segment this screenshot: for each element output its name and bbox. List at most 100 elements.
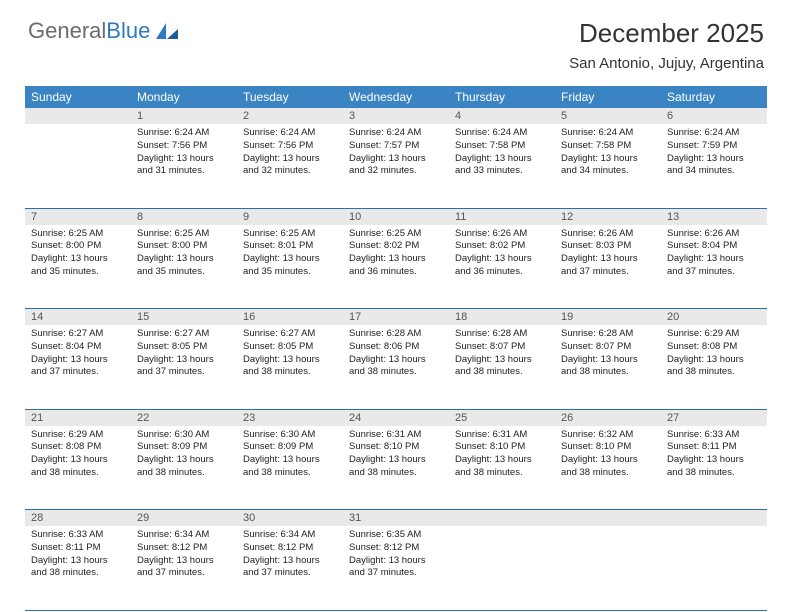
day-number-cell: 9 [237,208,343,225]
day-number-cell: 12 [555,208,661,225]
sunrise-line: Sunrise: 6:35 AM [349,529,443,542]
daylight-line: Daylight: 13 hours and 37 minutes. [667,253,761,279]
logo: GeneralBlue [28,18,180,44]
sunset-line: Sunset: 7:57 PM [349,140,443,153]
day-number-cell: 7 [25,208,131,225]
daylight-line: Daylight: 13 hours and 37 minutes. [31,354,125,380]
day-number-cell: 8 [131,208,237,225]
daylight-line: Daylight: 13 hours and 38 minutes. [137,454,231,480]
header: GeneralBlue December 2025 San Antonio, J… [0,0,792,78]
sunset-line: Sunset: 8:10 PM [561,441,655,454]
sunrise-line: Sunrise: 6:33 AM [667,429,761,442]
day-number-row: 123456 [25,108,767,124]
sunrise-line: Sunrise: 6:24 AM [667,127,761,140]
sunset-line: Sunset: 8:00 PM [31,240,125,253]
sunset-line: Sunset: 8:04 PM [667,240,761,253]
sunset-line: Sunset: 8:09 PM [137,441,231,454]
sunset-line: Sunset: 8:00 PM [137,240,231,253]
sunrise-line: Sunrise: 6:29 AM [31,429,125,442]
day-number-cell: 10 [343,208,449,225]
sunset-line: Sunset: 7:58 PM [455,140,549,153]
weekday-header: Tuesday [237,86,343,108]
sunset-line: Sunset: 8:12 PM [243,542,337,555]
day-number-cell: 14 [25,309,131,326]
sunrise-line: Sunrise: 6:24 AM [349,127,443,140]
weekday-header: Monday [131,86,237,108]
sunrise-line: Sunrise: 6:31 AM [349,429,443,442]
day-number-cell: 30 [237,510,343,527]
sunrise-line: Sunrise: 6:33 AM [31,529,125,542]
daylight-line: Daylight: 13 hours and 37 minutes. [137,354,231,380]
day-info-row: Sunrise: 6:29 AMSunset: 8:08 PMDaylight:… [25,426,767,510]
day-number-cell: 22 [131,409,237,426]
day-number-cell [449,510,555,527]
sunset-line: Sunset: 7:58 PM [561,140,655,153]
day-number-cell: 21 [25,409,131,426]
day-info-cell: Sunrise: 6:28 AMSunset: 8:06 PMDaylight:… [343,325,449,409]
sunrise-line: Sunrise: 6:31 AM [455,429,549,442]
day-info-cell: Sunrise: 6:30 AMSunset: 8:09 PMDaylight:… [131,426,237,510]
daylight-line: Daylight: 13 hours and 32 minutes. [349,153,443,179]
day-info-cell: Sunrise: 6:24 AMSunset: 7:57 PMDaylight:… [343,124,449,208]
day-number-cell: 16 [237,309,343,326]
daylight-line: Daylight: 13 hours and 35 minutes. [137,253,231,279]
day-info-cell: Sunrise: 6:34 AMSunset: 8:12 PMDaylight:… [131,526,237,610]
daylight-line: Daylight: 13 hours and 38 minutes. [243,454,337,480]
daylight-line: Daylight: 13 hours and 32 minutes. [243,153,337,179]
sunset-line: Sunset: 8:06 PM [349,341,443,354]
day-info-cell: Sunrise: 6:24 AMSunset: 7:56 PMDaylight:… [237,124,343,208]
day-number-cell: 6 [661,108,767,124]
month-title: December 2025 [569,18,764,49]
daylight-line: Daylight: 13 hours and 38 minutes. [455,454,549,480]
day-info-cell: Sunrise: 6:24 AMSunset: 7:59 PMDaylight:… [661,124,767,208]
daylight-line: Daylight: 13 hours and 36 minutes. [455,253,549,279]
weekday-header: Saturday [661,86,767,108]
sunrise-line: Sunrise: 6:25 AM [31,228,125,241]
sunrise-line: Sunrise: 6:27 AM [31,328,125,341]
day-info-cell: Sunrise: 6:28 AMSunset: 8:07 PMDaylight:… [555,325,661,409]
day-number-row: 28293031 [25,510,767,527]
daylight-line: Daylight: 13 hours and 38 minutes. [31,454,125,480]
day-info-cell: Sunrise: 6:26 AMSunset: 8:04 PMDaylight:… [661,225,767,309]
daylight-line: Daylight: 13 hours and 35 minutes. [243,253,337,279]
daylight-line: Daylight: 13 hours and 38 minutes. [561,454,655,480]
sunset-line: Sunset: 8:07 PM [561,341,655,354]
day-info-cell: Sunrise: 6:26 AMSunset: 8:02 PMDaylight:… [449,225,555,309]
sunset-line: Sunset: 8:05 PM [137,341,231,354]
day-number-row: 21222324252627 [25,409,767,426]
sunrise-line: Sunrise: 6:28 AM [561,328,655,341]
day-number-cell: 13 [661,208,767,225]
sunset-line: Sunset: 8:09 PM [243,441,337,454]
day-number-cell: 11 [449,208,555,225]
day-number-cell: 4 [449,108,555,124]
day-info-cell: Sunrise: 6:25 AMSunset: 8:01 PMDaylight:… [237,225,343,309]
day-number-cell: 15 [131,309,237,326]
sunset-line: Sunset: 8:04 PM [31,341,125,354]
day-number-row: 14151617181920 [25,309,767,326]
daylight-line: Daylight: 13 hours and 37 minutes. [137,555,231,581]
daylight-line: Daylight: 13 hours and 38 minutes. [349,354,443,380]
title-block: December 2025 San Antonio, Jujuy, Argent… [569,18,764,72]
day-info-cell: Sunrise: 6:30 AMSunset: 8:09 PMDaylight:… [237,426,343,510]
day-info-cell [449,526,555,610]
daylight-line: Daylight: 13 hours and 38 minutes. [349,454,443,480]
sunrise-line: Sunrise: 6:27 AM [243,328,337,341]
logo-text-general: General [28,18,106,43]
sunrise-line: Sunrise: 6:29 AM [667,328,761,341]
day-number-cell [25,108,131,124]
day-info-row: Sunrise: 6:24 AMSunset: 7:56 PMDaylight:… [25,124,767,208]
day-number-row: 78910111213 [25,208,767,225]
daylight-line: Daylight: 13 hours and 31 minutes. [137,153,231,179]
day-info-cell: Sunrise: 6:24 AMSunset: 7:58 PMDaylight:… [555,124,661,208]
daylight-line: Daylight: 13 hours and 38 minutes. [455,354,549,380]
day-number-cell: 1 [131,108,237,124]
sunset-line: Sunset: 8:08 PM [667,341,761,354]
logo-text-blue: Blue [106,18,150,43]
daylight-line: Daylight: 13 hours and 37 minutes. [561,253,655,279]
day-info-cell: Sunrise: 6:24 AMSunset: 7:58 PMDaylight:… [449,124,555,208]
sunset-line: Sunset: 8:07 PM [455,341,549,354]
day-info-row: Sunrise: 6:25 AMSunset: 8:00 PMDaylight:… [25,225,767,309]
sunset-line: Sunset: 8:10 PM [349,441,443,454]
day-number-cell: 18 [449,309,555,326]
day-number-cell: 20 [661,309,767,326]
